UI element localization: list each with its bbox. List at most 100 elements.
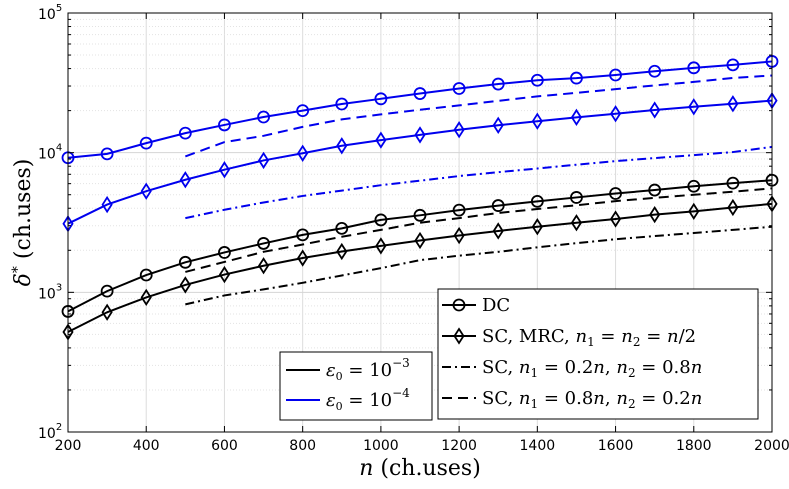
series-1: [62, 195, 778, 341]
data-point: [688, 98, 700, 116]
data-point: [687, 179, 701, 193]
data-point: [648, 183, 662, 197]
data-point: [413, 208, 427, 222]
legend-epsilon-box: [279, 351, 433, 421]
legend-scheme-label: SC, n1 = 0.8n, n2 = 0.2n: [482, 388, 702, 411]
data-point: [218, 118, 231, 132]
x-tick-label: 200: [55, 438, 82, 454]
data-point: [453, 121, 465, 139]
data-point: [570, 191, 583, 204]
series-6: [185, 145, 773, 220]
data-point: [139, 136, 153, 150]
data-point: [139, 268, 153, 282]
x-axis-label: n (ch.uses): [359, 456, 481, 481]
data-point: [100, 147, 114, 161]
data-point: [726, 58, 740, 72]
data-point: [336, 242, 348, 261]
data-point: [609, 187, 622, 200]
tick-labels: 200 400 600 800 1000 1200 1400 1600 1800 2000 102 1…: [38, 3, 789, 454]
data-point: [570, 71, 583, 85]
data-point: [531, 112, 543, 130]
x-tick-label: 400: [133, 438, 160, 454]
data-point: [414, 126, 426, 144]
data-point: [179, 171, 191, 189]
data-point: [726, 176, 740, 190]
data-point: [530, 73, 544, 87]
data-point: [492, 116, 504, 134]
x-tick-label: 600: [211, 438, 238, 454]
data-point: [688, 202, 700, 221]
data-point: [257, 237, 270, 250]
x-tick-label: 2000: [754, 438, 789, 454]
legend-scheme-label: SC, MRC, n1 = n2 = n/2: [482, 326, 696, 349]
y-tick-label: 103: [38, 282, 62, 302]
data-point: [374, 213, 388, 227]
data-point: [609, 68, 622, 82]
series-line: [185, 187, 773, 273]
data-point: [178, 126, 192, 140]
data-point: [687, 61, 701, 75]
y-tick-label: 105: [38, 3, 62, 23]
y-axis-label: δ* (ch.uses): [10, 159, 36, 287]
series-0: [61, 173, 779, 318]
legend-schemes-box: [437, 288, 759, 420]
legend-scheme-label: DC: [482, 295, 510, 316]
x-tick-label: 1000: [363, 438, 399, 454]
data-point: [570, 108, 583, 127]
data-point: [452, 82, 466, 95]
data-point: [335, 97, 349, 111]
data-point: [649, 205, 661, 224]
series-7: [184, 74, 773, 158]
data-point: [491, 77, 505, 91]
data-point: [492, 222, 504, 240]
series-line: [185, 145, 773, 220]
data-point: [257, 110, 270, 124]
x-tick-label: 1600: [598, 438, 634, 454]
legend-schemes: DC SC, MRC, n1 = n2 = n/2 SC, n1 = 0.2n, n…: [437, 288, 759, 420]
data-point: [727, 95, 739, 113]
data-point: [257, 151, 270, 170]
data-point: [179, 276, 191, 294]
x-tick-label: 1400: [520, 438, 556, 454]
series-line: [67, 99, 773, 225]
data-point: [296, 104, 310, 118]
data-point: [218, 265, 231, 284]
series-3: [185, 187, 773, 273]
data-point: [218, 161, 231, 179]
data-point: [296, 228, 310, 242]
data-point: [530, 194, 544, 208]
data-point: [727, 198, 739, 217]
data-point: [570, 214, 583, 232]
series-line: [184, 74, 773, 158]
data-point: [375, 131, 387, 149]
x-tick-label: 800: [289, 438, 316, 454]
data-point: [257, 257, 270, 275]
data-point: [100, 284, 114, 298]
x-tick-label: 1200: [441, 438, 477, 454]
data-point: [649, 101, 661, 119]
data-point: [297, 144, 309, 162]
legend-marker: [453, 327, 465, 345]
legend-marker: [452, 298, 466, 312]
data-point: [413, 87, 427, 100]
y-tick-label: 102: [38, 422, 62, 442]
data-point: [453, 226, 465, 245]
data-point: [297, 249, 309, 267]
series-line: [67, 202, 773, 333]
data-point: [609, 105, 622, 123]
data-point: [140, 182, 152, 200]
series-5: [62, 91, 778, 233]
series-group: [61, 55, 779, 341]
plot-frame: [67, 12, 773, 433]
y-tick-label: 104: [38, 143, 62, 163]
series-2: [185, 225, 773, 306]
data-point: [178, 255, 192, 269]
x-tick-label: 1800: [676, 438, 712, 454]
legend-epsilon-label: ε0 = 10−4: [326, 386, 410, 413]
data-point: [609, 210, 622, 228]
data-point: [336, 137, 348, 155]
data-point: [648, 64, 662, 78]
data-point: [140, 288, 152, 307]
legend-epsilon-label: ε0 = 10−3: [326, 356, 410, 383]
data-point: [335, 221, 349, 235]
